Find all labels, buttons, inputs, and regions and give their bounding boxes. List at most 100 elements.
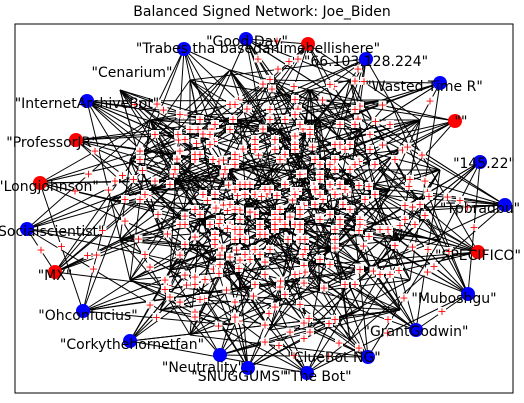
edge-sign-background [281,220,289,228]
node-the-bot[interactable] [300,366,314,380]
edge-sign-label: + [210,188,219,201]
node-professor-jr[interactable] [69,133,83,147]
edge-sign-background [356,215,364,223]
edge-sign-label: + [233,189,242,202]
edge-sign-label: + [180,218,189,231]
edge-sign-label: + [250,278,259,291]
edge-sign-background [331,315,339,323]
edge-sign-label: + [290,143,299,156]
node-wasted-time[interactable] [433,76,447,90]
edge-sign-background [421,176,429,185]
edge-sign-background [216,260,224,268]
node-good-day[interactable] [239,32,253,46]
edge-sign-label: + [250,243,259,256]
node-snuggums[interactable] [241,361,255,375]
edge-sign-background [176,146,184,155]
edge-sign-background [356,101,364,110]
node-layer [20,32,512,380]
edge-sign-label: + [410,218,419,231]
edge-sign-background [355,226,363,234]
edge-sign-label: + [290,108,299,121]
node-tpbradbu[interactable] [498,198,512,212]
node-quote-node[interactable] [448,114,462,128]
edge-sign-label: + [120,193,129,206]
edge-sign-background [211,190,219,198]
node-muboshgu[interactable] [461,287,475,301]
edge-sign-background [191,150,199,158]
edge-sign-background [136,195,144,203]
edge-sign-background [299,250,307,258]
node-ip-145[interactable] [473,155,487,169]
edge-sign-label: + [250,208,259,221]
edge-sign-background [256,220,264,228]
edge-sign-background [276,215,284,223]
edge-sign-background [138,166,147,174]
edge-sign-background [281,115,289,123]
edge-sign-background [359,241,368,250]
edge-sign-background [231,150,239,158]
edge-sign-background [223,224,232,232]
edge-sign-label: + [209,263,218,276]
node-ip-66[interactable] [359,52,373,66]
edge-sign-label: + [173,128,182,141]
edge-sign-background [214,321,223,330]
edge-sign-label: + [219,168,228,181]
edge-sign-background [226,200,234,208]
edge-sign-label: + [272,189,281,202]
node-cluebot-ng[interactable] [361,350,375,364]
node-cenarium[interactable] [177,42,191,56]
edge-sign-label: + [295,168,304,181]
edge-sign-background [276,276,285,285]
edge-sign-background [281,150,289,158]
edge-sign-background [386,120,394,128]
node-mx[interactable] [48,265,62,279]
edge-sign-label: + [355,218,364,231]
edge-sign-label: + [190,153,199,166]
node-spectific[interactable] [471,245,485,259]
edge-sign-label: + [57,240,66,253]
edge-sign-background [231,297,239,306]
node-ohconfucius[interactable] [76,304,90,318]
node-label-ohconfucius: "Ohconfucius" [38,308,137,324]
edge-sign-background [121,216,129,225]
edge-sign-label: + [190,231,199,244]
edge-sign-background [271,135,279,143]
edge-sign-label: + [354,342,363,355]
edge-sign-label: + [195,208,204,221]
edge-sign-background [231,100,239,108]
edge-sign-label: + [249,290,258,303]
edge-sign-label: + [98,224,107,237]
edge-sign-background [203,196,212,204]
edge-sign-label: + [150,128,159,141]
edge-sign-background [246,207,254,216]
edge-sign-background [281,180,289,188]
edge-sign-background [288,195,297,204]
edge-sign-label: + [364,230,373,243]
node-longjohnson[interactable] [33,176,47,190]
edge-sign-background [406,175,414,183]
edge-sign-label: + [355,100,364,113]
edge-sign-label: + [335,213,344,226]
node-neutrality[interactable] [213,348,227,362]
edge-sign-label: + [385,268,394,281]
edge-sign-background [296,205,304,213]
node-trabes[interactable] [301,37,315,51]
edge-sign-label: + [295,118,304,131]
edge-sign-background [291,110,299,118]
edge-sign-background [256,230,264,238]
edge-sign-label: + [293,53,302,66]
node-label-grant-godwin: "GrantGodwin" [364,324,469,340]
edge-sign-label: + [360,193,369,206]
node-internetarchivebot[interactable] [80,94,94,108]
node-grant-godwin[interactable] [409,323,423,337]
node-socialscientist[interactable] [20,222,34,236]
edge-sign-label: + [334,337,343,350]
edge-sign-background [331,140,339,148]
edge-sign-background [129,175,138,183]
edge-sign-label: + [250,133,259,146]
edge-sign-background [249,291,258,300]
edge-sign-background [235,264,243,272]
edge-sign-label: + [192,137,201,150]
edge-sign-background [335,338,343,347]
node-corkythehornetfan[interactable] [123,334,137,348]
